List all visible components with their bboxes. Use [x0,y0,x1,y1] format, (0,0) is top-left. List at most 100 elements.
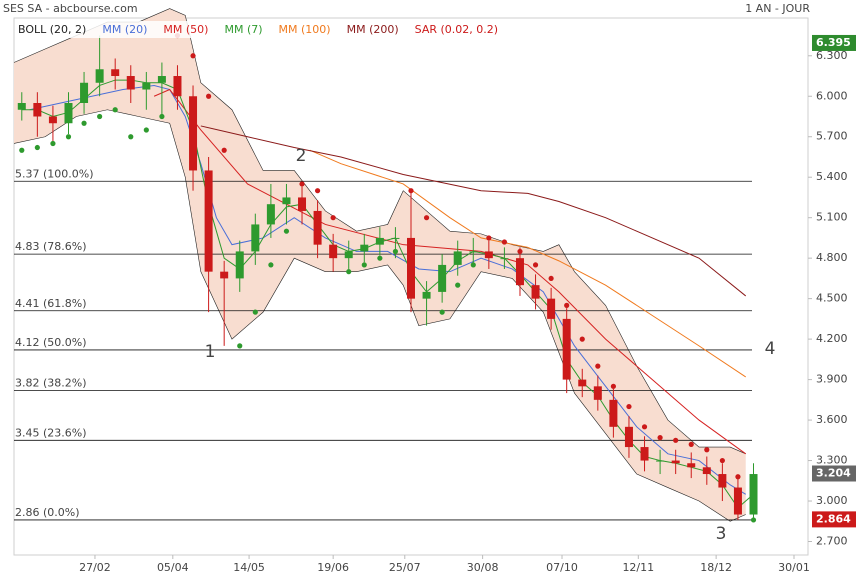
sar-dot [128,134,134,140]
sar-dot [408,188,414,194]
sar-dot [579,336,585,342]
legend-bg [15,21,495,38]
sar-dot [470,262,476,268]
legend-entry: SAR (0.02, 0.2) [415,23,498,36]
candle-body [469,251,478,253]
candle-body [17,103,26,110]
sar-dot [486,235,492,241]
candle-body [220,271,229,279]
fib-label: 3.45 (23.6%) [15,426,87,439]
sar-dot [548,275,554,282]
annotation: 1 [205,342,216,362]
candle-body [298,197,307,211]
y-tick-label: 5.100 [816,211,848,224]
candle-body [48,116,57,124]
candle-body [282,197,291,205]
candle-body [157,76,166,83]
candle-body [313,210,322,245]
candle-body [33,103,42,117]
candle-body [173,76,182,97]
price-tag: 3.204 [816,467,851,480]
y-tick-label: 3.300 [816,454,848,467]
candle-body [500,258,509,260]
y-tick-label: 3.600 [816,413,848,426]
annotation: 4 [765,339,776,359]
candle-body [531,285,540,299]
sar-dot [221,147,227,153]
legend-entry: MM (20) [102,23,147,36]
fib-label: 3.82 (38.2%) [15,376,87,389]
annotation: 3 [716,524,727,544]
x-tick-label: 30/08 [467,561,499,574]
candle-body [126,76,135,90]
sar-dot [190,53,196,59]
sar-dot [641,424,648,430]
candle-body [749,474,758,515]
x-tick-label: 27/02 [79,561,111,574]
y-tick-label: 5.400 [816,170,848,183]
sar-dot [377,255,383,261]
sar-dot [112,107,118,113]
sar-dot [517,248,523,255]
price-tag-box [812,34,856,51]
y-tick-label: 3.000 [816,494,848,507]
candle-body [640,447,649,461]
candle-body [360,244,369,252]
ma-line [153,88,747,455]
fib-label: 5.37 (100.0%) [15,167,94,180]
ma-line [200,125,747,297]
candle-body [64,103,73,124]
y-tick-label: 4.800 [816,251,848,264]
sar-dot [346,269,352,275]
candle-body [438,264,447,292]
sar-dot [159,113,165,120]
sar-dot [626,403,632,410]
sar-dot [750,517,757,523]
sar-dot [439,309,445,315]
sar-dot [299,181,305,187]
ma-line [29,84,746,495]
sar-dot [268,262,274,268]
candle-body [235,251,244,279]
ma-line [309,149,747,378]
y-tick-label: 4.500 [816,292,848,305]
candle-body [344,251,353,259]
legend-entry: MM (200) [347,23,399,36]
candle-body [407,237,415,299]
candle-body [671,460,680,464]
fib-label: 4.41 (61.8%) [15,297,87,310]
sar-dot [564,302,570,308]
candle-body [578,379,587,387]
sar-dot [50,140,56,147]
candle-body [95,69,104,83]
candle-body [111,69,120,77]
sar-dot [252,309,258,315]
sar-dot [688,441,694,447]
sar-dot [673,437,679,443]
legend-entry: BOLL (20, 2) [18,23,86,36]
sar-dot [704,447,710,453]
x-tick-label: 12/11 [622,561,654,574]
annotation: 2 [296,146,307,166]
candle-body [609,399,618,427]
candle-body [593,386,602,400]
sar-dot [532,262,539,268]
fib-label: 2.86 (0.0%) [15,506,80,519]
period: 1 AN - JOUR [745,2,810,15]
candle-body [453,251,462,265]
y-tick-label: 4.200 [816,332,848,345]
candle-body [656,460,665,462]
sar-dot [34,144,40,151]
candle-body [547,298,556,319]
y-tick-label: 6.000 [816,89,848,102]
sar-dot [455,282,461,288]
x-tick-label: 25/07 [389,561,421,574]
x-tick-label: 19/06 [317,561,349,574]
sar-dot [65,134,72,140]
sar-dot [206,93,212,99]
sar-dot [501,239,508,245]
price-tag: 2.864 [816,512,851,525]
sar-dot [423,215,430,221]
legend-entry: MM (50) [163,23,208,36]
candle-body [251,224,260,252]
